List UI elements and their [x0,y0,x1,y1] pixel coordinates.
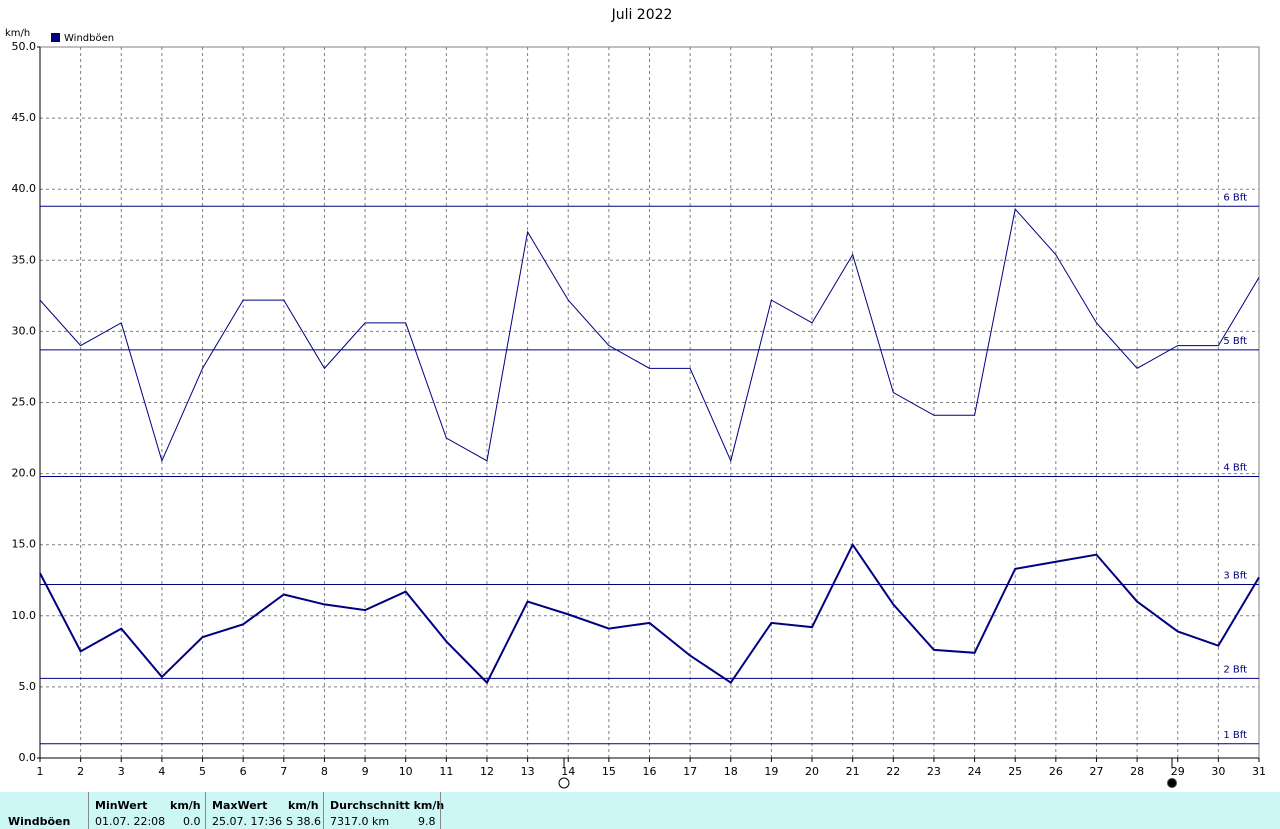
x-tick-label: 16 [643,765,657,778]
y-tick-label: 50.0 [12,40,37,53]
x-tick-label: 23 [927,765,941,778]
legend-swatch [51,33,60,42]
cell: 01.07. 22:08 [95,815,166,828]
separator [205,792,206,829]
x-tick-label: 9 [362,765,369,778]
x-tick-label: 17 [683,765,697,778]
x-tick-label: 12 [480,765,494,778]
y-tick-label: 40.0 [12,182,37,195]
chart: Juli 2022 km/h Windböen 0.0 5.0 10.0 15.0 20… [5,7,1266,789]
cell: 7317.0 km [330,815,390,828]
header: km/h [288,799,319,812]
x-tick-label: 24 [968,765,982,778]
x-tick-label: 21 [846,765,860,778]
header: MinWert [95,799,148,812]
legend-label: Windböen [64,33,114,44]
x-tick-label: 19 [764,765,778,778]
separator [323,792,324,829]
x-tick-label: 31 [1252,765,1266,778]
separator [88,792,89,829]
series-line [39,208,1260,463]
y-tick-label: 5.0 [19,680,37,693]
x-tick-label: 5 [199,765,206,778]
separator [440,792,441,829]
reference-label: 1 Bft [1223,730,1247,741]
x-tick-label: 25 [1008,765,1022,778]
y-tick-label: 45.0 [12,111,37,124]
x-tick-label: 14 [561,765,575,778]
series-line [39,542,1260,685]
x-tick-label: 8 [321,765,328,778]
x-tick-label: 3 [118,765,125,778]
x-tick-label: 22 [886,765,900,778]
x-tick-label: 11 [439,765,453,778]
reference-label: 6 Bft [1223,192,1247,203]
x-tick-label: 6 [240,765,247,778]
reference-label: 5 Bft [1223,336,1247,347]
reference-label: 4 Bft [1223,462,1247,473]
y-tick-label: 10.0 [12,609,37,622]
x-tick-label: 1 [37,765,44,778]
reference-label: 2 Bft [1223,664,1247,675]
header: km/h [170,799,201,812]
moon-icon [558,777,570,789]
y-unit: km/h [5,28,30,39]
y-tick-label: 20.0 [12,467,37,480]
moon-icon [1167,778,1177,788]
row-label: Windböen [8,815,71,828]
x-tick-label: 26 [1049,765,1063,778]
x-tick-label: 10 [399,765,413,778]
x-tick-label: 7 [280,765,287,778]
cell: 9.8 [418,815,436,828]
summary-table: Windböen MinWert km/h 01.07. 22:08 0.0 M… [0,792,1280,829]
y-tick-label: 30.0 [12,324,37,337]
y-tick-label: 0.0 [19,751,37,764]
x-tick-label: 20 [805,765,819,778]
x-tick-label: 30 [1211,765,1225,778]
cell: 25.07. 17:36 [212,815,283,828]
reference-label: 3 Bft [1223,571,1247,582]
x-tick-label: 13 [521,765,535,778]
y-tick-label: 35.0 [12,253,37,266]
x-tick-label: 18 [724,765,738,778]
x-tick-label: 15 [602,765,616,778]
x-tick-label: 4 [158,765,165,778]
chart-title: Juli 2022 [611,7,673,23]
cell: 0.0 [183,815,201,828]
cell: S 38.6 [286,815,321,828]
y-tick-label: 25.0 [12,396,37,409]
header: Durchschnitt km/h [330,799,445,812]
x-tick-label: 27 [1089,765,1103,778]
y-tick-label: 15.0 [12,538,37,551]
header: MaxWert [212,799,268,812]
x-tick-label: 29 [1171,765,1185,778]
x-tick-label: 28 [1130,765,1144,778]
x-tick-label: 2 [77,765,84,778]
